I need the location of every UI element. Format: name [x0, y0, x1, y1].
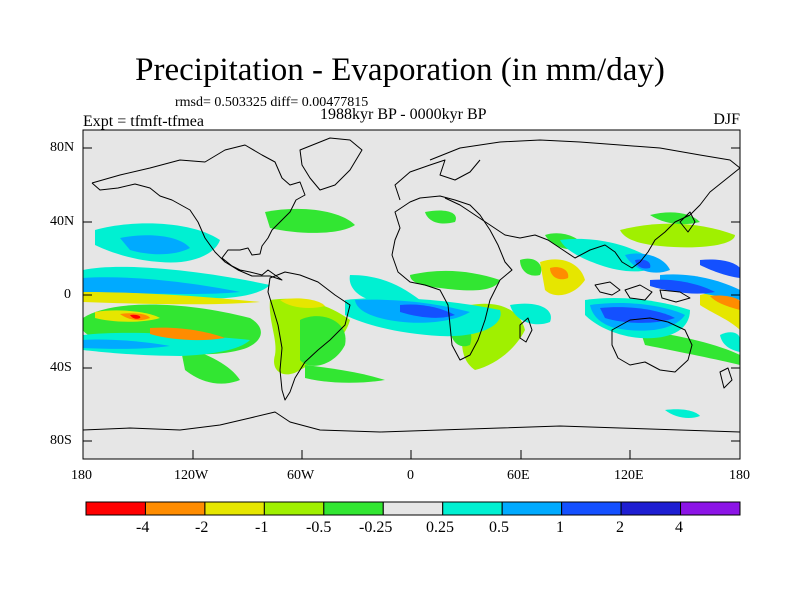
colorbar-label: -0.5 [306, 519, 332, 536]
coastline [679, 211, 696, 233]
colorbar-label: 0.5 [489, 519, 509, 536]
colorbar-box [680, 501, 741, 516]
coastline [659, 289, 691, 303]
lon-label-180w: 180 [71, 468, 92, 483]
field-patch [305, 365, 385, 383]
field-patch [700, 259, 740, 278]
lon-label-0: 0 [407, 468, 414, 483]
colorbar-box [144, 501, 206, 516]
field-patch [650, 212, 700, 225]
field-patch [710, 295, 740, 310]
coastline [519, 317, 533, 343]
lon-label-60w: 60W [287, 468, 315, 483]
colorbar [85, 501, 741, 516]
coastline [91, 144, 306, 281]
field-patch [83, 277, 240, 295]
colorbar-label: 4 [675, 519, 683, 536]
colorbar-box [620, 501, 682, 516]
field-patch [635, 259, 651, 269]
lat-label-80s: 80S [50, 433, 72, 448]
colorbar-label: -4 [136, 519, 150, 536]
colorbar-box [85, 501, 146, 516]
field-patch [520, 258, 542, 276]
lon-label-180e: 180 [729, 468, 750, 483]
coastline [624, 284, 653, 301]
lat-label-eq: 0 [64, 287, 71, 302]
lon-label-120w: 120W [174, 468, 209, 483]
lat-label-40s: 40S [50, 360, 72, 375]
coastline [391, 195, 513, 361]
field-patch [425, 210, 456, 224]
experiment-label: Expt = tfmft-tfmea [83, 113, 204, 130]
field-patch [83, 292, 260, 305]
field-patch [150, 327, 225, 341]
field-patch [650, 279, 715, 294]
colorbar-box [382, 501, 444, 516]
field-patch [620, 223, 735, 248]
colorbar-box [501, 501, 563, 516]
lat-label-80n: 80N [50, 140, 75, 155]
colorbar-label: -0.25 [359, 519, 393, 536]
field-patch [510, 303, 551, 325]
season-label: DJF [713, 111, 740, 128]
coastline [394, 159, 481, 201]
field-patch [130, 314, 141, 319]
colorbar-box [323, 501, 384, 516]
colorbar-label: 1 [556, 519, 564, 536]
coastline [429, 139, 740, 269]
colorbar-label: 2 [616, 519, 624, 536]
field-patch [640, 330, 740, 365]
colorbar-label: 0.25 [426, 519, 454, 536]
field-patch [280, 298, 325, 308]
map-title: Precipitation - Evaporation (in mm/day) [135, 52, 665, 88]
field-patch [83, 339, 170, 349]
field-patch [300, 316, 346, 366]
colorbar-box [561, 501, 622, 516]
colorbar-label: -1 [255, 519, 269, 536]
coastlines [83, 137, 740, 433]
field-patch [410, 270, 500, 291]
lon-label-60e: 60E [507, 468, 530, 483]
colorbar-box [263, 501, 325, 516]
stats-text: rmsd= 0.503325 diff= 0.00477815 [175, 95, 369, 110]
period-subtitle: 1988kyr BP - 0000kyr BP [320, 106, 487, 123]
coastline [299, 137, 363, 191]
field-patches [83, 208, 740, 418]
field-patch [665, 409, 700, 418]
field-patch [120, 235, 190, 255]
colorbar-label: -2 [195, 519, 209, 536]
coastline [611, 317, 693, 373]
coastline [267, 271, 351, 401]
field-patch [720, 332, 740, 352]
coastline [83, 411, 740, 433]
field-patch [400, 304, 455, 318]
lon-label-120e: 120E [614, 468, 644, 483]
field-patch [550, 267, 569, 280]
lat-label-40n: 40N [50, 214, 75, 229]
coastline [594, 281, 621, 296]
colorbar-box [442, 501, 503, 516]
lon-ticks [192, 450, 631, 459]
coastline [719, 367, 733, 389]
lat-ticks [83, 147, 740, 442]
colorbar-box [204, 501, 265, 516]
